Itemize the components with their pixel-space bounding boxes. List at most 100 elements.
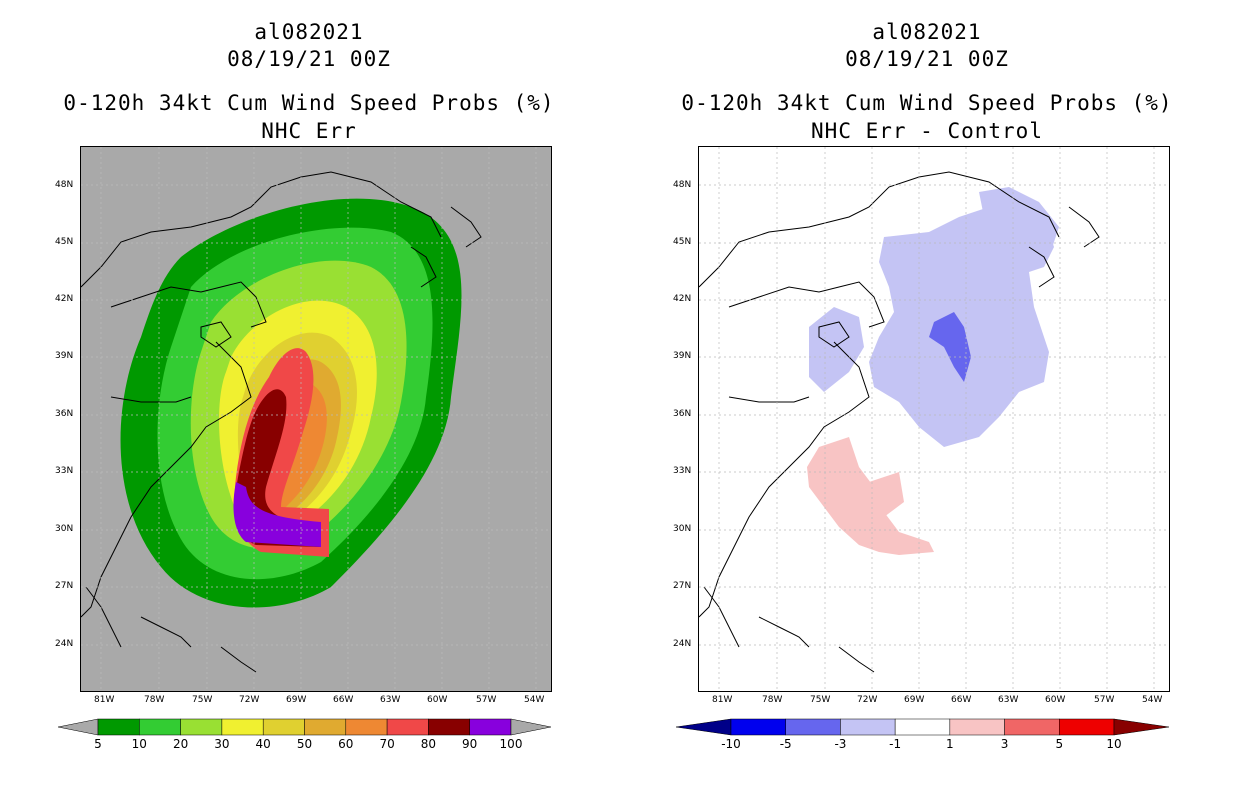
lat-label: 33N	[673, 466, 692, 476]
left-colorbar-swatch	[469, 718, 512, 736]
diff-band-neg3-coast	[809, 307, 864, 392]
left-panel: al082021 08/19/21 00Z 0-120h 34kt Cum Wi…	[55, 20, 555, 751]
lat-label: 45N	[673, 237, 692, 247]
right-colorbar-over	[1113, 718, 1170, 736]
left-colorbar-swatch	[304, 718, 347, 736]
lon-label: 60W	[1045, 695, 1066, 705]
lon-label: 81W	[712, 695, 733, 705]
left-probability-map	[81, 147, 551, 691]
left-colorbar-label: 20	[172, 737, 189, 751]
lat-label: 45N	[55, 237, 74, 247]
diff-band-pos1-east	[869, 472, 904, 517]
lon-label: 57W	[476, 695, 497, 705]
right-colorbar-label: -5	[779, 737, 792, 751]
left-colorbar-label: 80	[420, 737, 437, 751]
left-storm-id: al082021	[254, 20, 364, 44]
diff-band-neg5	[929, 312, 971, 382]
left-colorbar-label: 100	[499, 737, 523, 751]
right-colorbar-swatch	[894, 718, 951, 736]
right-difference-map	[699, 147, 1169, 691]
left-colorbar-swatch	[262, 718, 305, 736]
left-colorbar-label: 10	[131, 737, 147, 751]
right-colorbar-swatches	[730, 718, 1115, 736]
left-colorbar-label: 40	[255, 737, 271, 751]
right-colorbar-label: 1	[946, 737, 954, 751]
left-colorbar-label: 70	[379, 737, 395, 751]
lat-label: 30N	[55, 524, 74, 534]
left-product-title: 0-120h 34kt Cum Wind Speed Probs (%)	[63, 91, 555, 115]
right-colorbar-swatch	[730, 718, 786, 736]
right-colorbar-swatch	[1004, 718, 1060, 736]
right-colorbar-label: -3	[834, 737, 847, 751]
right-colorbar	[676, 718, 1170, 736]
grid-lines	[81, 147, 551, 691]
left-colorbar-swatch	[428, 718, 470, 736]
lat-label: 33N	[55, 466, 74, 476]
left-colorbar-swatch	[386, 718, 429, 736]
right-colorbar-label: 5	[1055, 737, 1064, 751]
lat-label: 48N	[55, 180, 74, 190]
left-colorbar	[58, 718, 552, 736]
lat-label: 42N	[673, 294, 692, 304]
right-colorbar-label: 3	[1000, 737, 1009, 751]
left-colorbar-under	[58, 718, 99, 736]
prob-band-90	[233, 482, 321, 547]
left-colorbar-swatch	[180, 718, 223, 736]
left-colorbar-label: 30	[214, 737, 230, 751]
left-subtitle: NHC Err	[261, 119, 357, 143]
right-colorbar-swatch	[840, 718, 896, 736]
left-colorbar-over	[510, 718, 552, 736]
lon-label: 81W	[94, 695, 115, 705]
coastline	[81, 171, 482, 673]
lon-label: 66W	[951, 695, 972, 705]
left-colorbar-label: 5	[94, 737, 102, 751]
lat-label: 27N	[55, 581, 74, 591]
lat-label: 27N	[673, 581, 692, 591]
lon-label: 63W	[380, 695, 401, 705]
diff-band-neg3-north	[979, 187, 1059, 257]
lat-label: 30N	[673, 524, 692, 534]
left-colorbar-swatch	[139, 718, 181, 736]
lon-label: 66W	[333, 695, 354, 705]
right-storm-id: al082021	[872, 20, 982, 44]
right-colorbar-label: -10	[721, 737, 741, 751]
right-panel: al082021 08/19/21 00Z 0-120h 34kt Cum Wi…	[618, 0, 1236, 800]
left-colorbar-label: 60	[338, 737, 354, 751]
lon-label: 72W	[239, 695, 260, 705]
lon-label: 63W	[998, 695, 1019, 705]
left-map	[80, 146, 552, 692]
lon-label: 69W	[286, 695, 307, 705]
right-datetime: 08/19/21 00Z	[845, 47, 1009, 71]
right-colorbar-swatch	[785, 718, 841, 736]
right-map	[698, 146, 1170, 692]
lon-label: 78W	[762, 695, 783, 705]
lon-label: 60W	[427, 695, 448, 705]
right-colorbar-label: 10	[1106, 737, 1122, 751]
lon-label: 54W	[1142, 695, 1163, 705]
lon-label: 54W	[524, 695, 545, 705]
lat-label: 24N	[673, 639, 692, 649]
grid-lines-right	[699, 147, 1169, 691]
lat-label: 39N	[55, 351, 74, 361]
right-colorbar-under	[676, 718, 732, 736]
lat-label: 42N	[55, 294, 74, 304]
left-colorbar-swatch	[345, 718, 388, 736]
right-colorbar-label: -1	[889, 737, 902, 751]
lon-label: 75W	[810, 695, 831, 705]
lat-label: 24N	[55, 639, 74, 649]
left-colorbar-swatches	[97, 718, 512, 736]
left-colorbar-swatch	[221, 718, 264, 736]
right-colorbar-swatch	[949, 718, 1005, 736]
left-colorbar-label: 50	[296, 737, 313, 751]
left-colorbar-label: 90	[462, 737, 478, 751]
right-subtitle: NHC Err - Control	[811, 119, 1043, 143]
lon-label: 57W	[1094, 695, 1115, 705]
lon-label: 78W	[144, 695, 165, 705]
lat-label: 36N	[55, 409, 74, 419]
lat-label: 39N	[673, 351, 692, 361]
left-datetime: 08/19/21 00Z	[227, 47, 391, 71]
right-product-title: 0-120h 34kt Cum Wind Speed Probs (%)	[681, 91, 1173, 115]
lat-label: 48N	[673, 180, 692, 190]
right-colorbar-swatch	[1059, 718, 1115, 736]
lon-label: 72W	[857, 695, 878, 705]
